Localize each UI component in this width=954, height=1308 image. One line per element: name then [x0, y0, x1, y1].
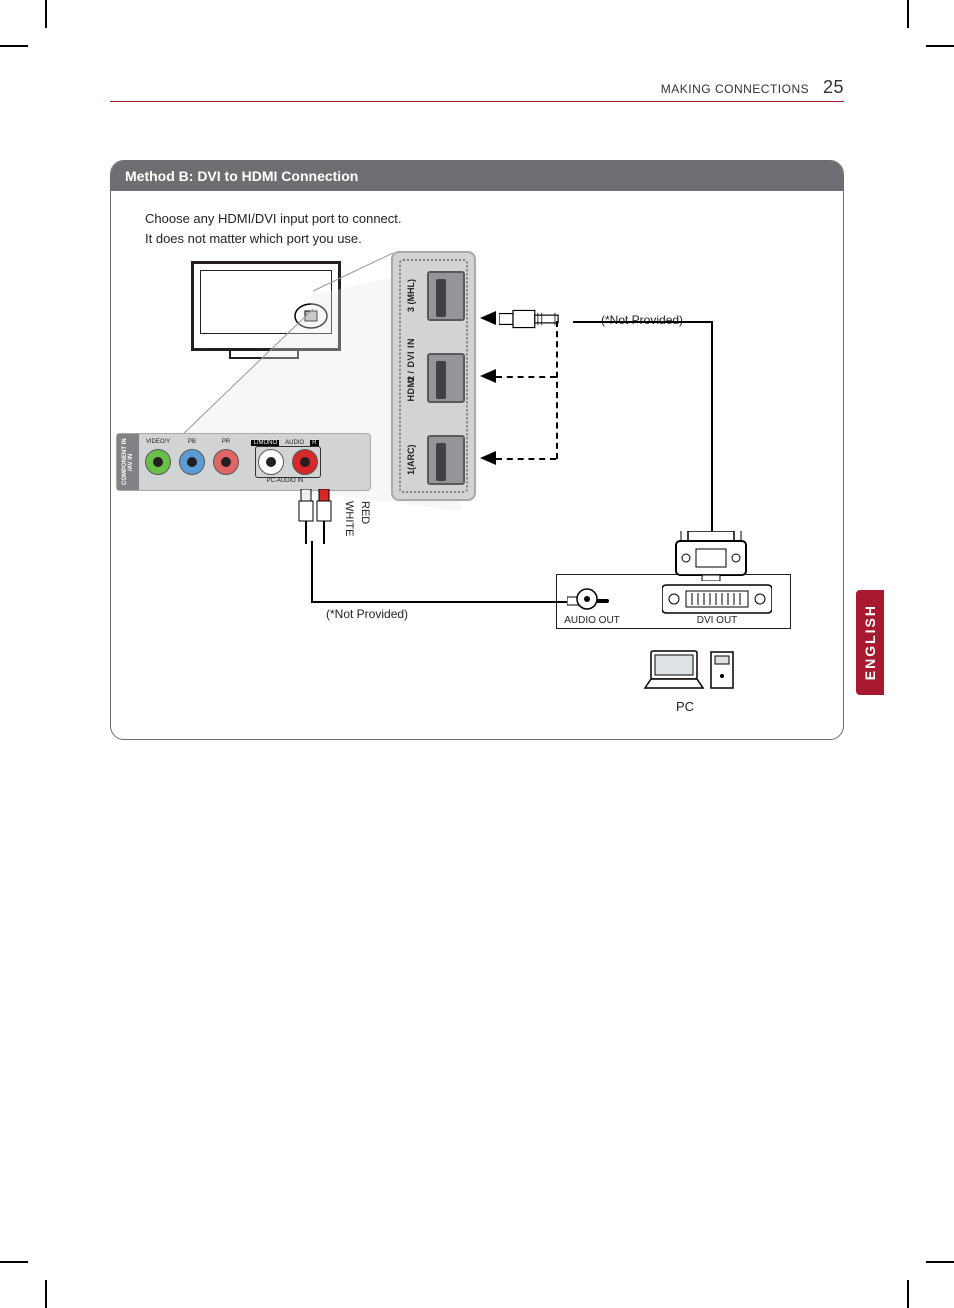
hdmi-port-1-label: 1(ARC) [406, 439, 424, 481]
method-panel: Method B: DVI to HDMI Connection Choose … [110, 160, 844, 740]
section-title: MAKING CONNECTIONS [661, 82, 809, 96]
not-provided-note-1: (*Not Provided) [601, 313, 683, 327]
dvi-out-label: DVI OUT [687, 615, 747, 626]
arrow-icon [480, 311, 496, 325]
jack-pb-label: PB [179, 439, 205, 445]
pb-jack [179, 449, 205, 475]
page-header: MAKING CONNECTIONS 25 [110, 80, 844, 102]
connection-diagram: HDMI / DVI IN 3 (MHL) 2 1(ARC) (*Not Pro… [111, 251, 843, 731]
instruction-line-2: It does not matter which port you use. [145, 229, 809, 249]
white-label: WHITE [343, 501, 355, 536]
audio-out-label: AUDIO OUT [562, 615, 622, 626]
audio-l-label: L/MONO [251, 440, 279, 446]
audio-word: AUDIO [285, 440, 304, 446]
video-jack [145, 449, 171, 475]
av-side-label: COMPONENT IN /AV IN [117, 434, 139, 490]
hdmi-port-3 [427, 271, 465, 321]
hdmi-port-1 [427, 435, 465, 485]
hdmi-port-3-label: 3 (MHL) [406, 273, 424, 319]
hdmi-plug-icon [499, 306, 569, 332]
pr-jack [213, 449, 239, 475]
hdmi-port-2-label: 2 [406, 368, 424, 388]
hdmi-port-block: HDMI / DVI IN 3 (MHL) 2 1(ARC) [391, 251, 476, 501]
red-label: RED [359, 501, 371, 524]
arrow-icon [480, 369, 496, 383]
tv-illustration [181, 261, 361, 381]
audio-r-jack [292, 449, 318, 475]
arrow-icon [480, 451, 496, 465]
jack-pr-label: PR [213, 439, 239, 445]
pc-laptop-icon [641, 646, 741, 696]
component-av-panel: COMPONENT IN /AV IN VIDEO/Y PB PR L/MONO… [116, 433, 371, 491]
jack-video-label: VIDEO/Y [145, 439, 171, 445]
rca-plugs-icon [291, 489, 351, 549]
pc-ports-box: AUDIO OUT DVI OUT [556, 574, 791, 629]
panel-title: Method B: DVI to HDMI Connection [111, 161, 843, 191]
audio-out-jack-icon [575, 587, 599, 611]
hdmi-port-2 [427, 353, 465, 403]
page-number: 25 [823, 77, 844, 97]
audio-r-label: R [310, 440, 318, 446]
pc-label: PC [676, 699, 694, 714]
audio-l-jack [258, 449, 284, 475]
pc-audio-in-label: PC-AUDIO IN [249, 478, 321, 484]
instruction-line-1: Choose any HDMI/DVI input port to connec… [145, 209, 809, 229]
not-provided-note-2: (*Not Provided) [326, 607, 408, 621]
language-tab: ENGLISH [856, 590, 884, 695]
language-tab-label: ENGLISH [862, 604, 878, 680]
dvi-out-port-icon [662, 583, 772, 615]
